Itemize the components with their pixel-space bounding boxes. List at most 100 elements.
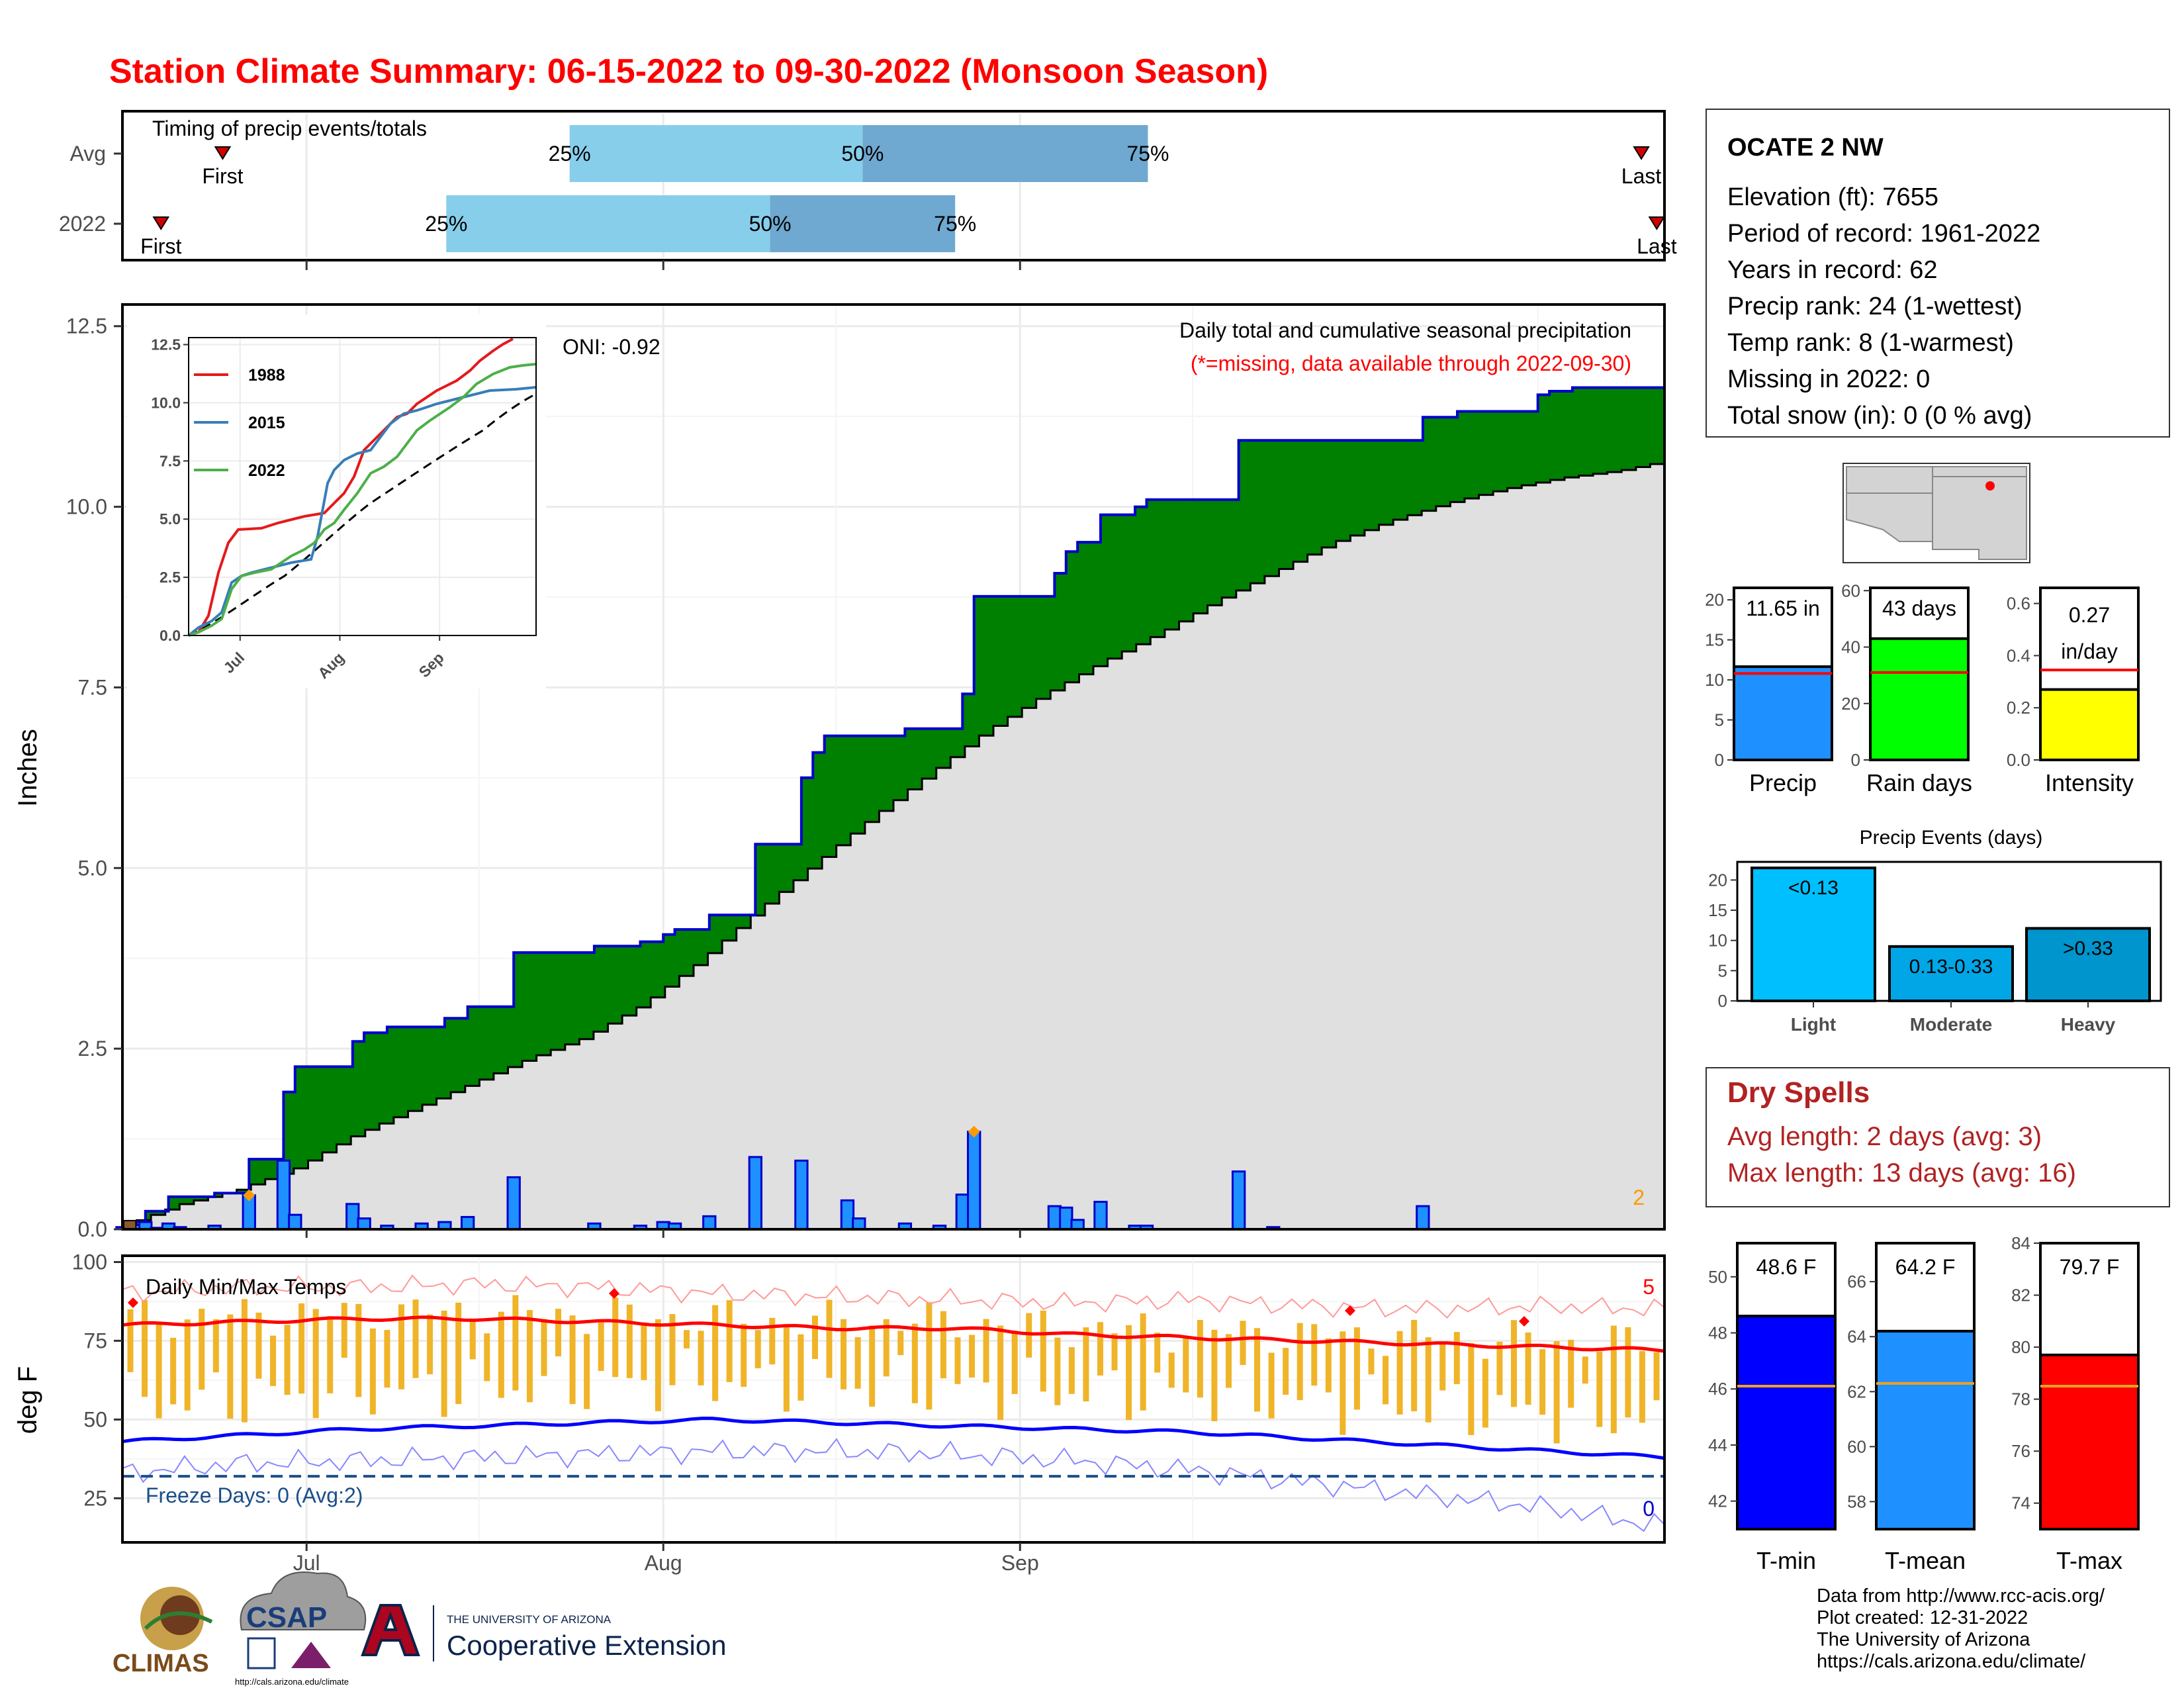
dry-spells-title: Dry Spells	[1727, 1076, 1870, 1109]
daily-temp-bar	[684, 1330, 690, 1349]
temp-frame	[121, 1254, 1666, 1544]
station-details: Elevation (ft): 7655 Period of record: 19…	[1727, 183, 2040, 430]
timing-subtitle: Timing of precip events/totals	[152, 117, 427, 140]
temp-summary-y-tick-label: 82	[2011, 1286, 2030, 1305]
precip-y-tick-label: 5.0	[78, 856, 107, 880]
events-bar-value: <0.13	[1788, 877, 1839, 899]
temp-summary-y-tick-label: 44	[1708, 1435, 1727, 1455]
freeze-days-label: Freeze Days: 0 (Avg:2)	[146, 1483, 363, 1507]
daily-max-marker	[243, 1189, 255, 1201]
daily-temp-bar	[797, 1334, 804, 1401]
timing-band-50-75	[770, 195, 956, 252]
precip-y-tick-label: 2.5	[78, 1037, 107, 1060]
daily-max-marker	[968, 1125, 980, 1138]
daily-precip-bar	[852, 1217, 866, 1231]
daily-temp-bar	[170, 1337, 177, 1405]
precip-y-tick-label: 0.0	[78, 1217, 107, 1241]
summary-y-tick-label: 0.4	[2007, 645, 2030, 665]
inset-legend: 1988 2015 2022	[194, 366, 285, 480]
daily-temp-bar	[1126, 1325, 1132, 1421]
station-location-marker	[1985, 481, 1995, 491]
timing-row-label: 2022	[59, 212, 106, 236]
daily-temp-bar	[1425, 1337, 1432, 1423]
temp-summary-y-tick-label: 78	[2011, 1389, 2030, 1409]
first-event-label: First	[202, 164, 243, 188]
daily-precip-bar	[748, 1156, 763, 1231]
daily-precip-bar	[357, 1217, 371, 1231]
dry-spells: Dry Spells Avg length: 2 days (avg: 3) M…	[1706, 1067, 2170, 1207]
events-bar-value: >0.33	[2063, 937, 2113, 959]
daily-temp-bar	[1097, 1322, 1103, 1376]
avg-cumulative-area	[122, 464, 1664, 1229]
daily-temp-bar	[1568, 1339, 1574, 1408]
daily-temp-bar	[1283, 1348, 1289, 1395]
daily-temp-bar	[612, 1297, 619, 1378]
credit-line: https://cals.arizona.edu/climate/	[1817, 1651, 2086, 1672]
daily-temp-bar	[1653, 1352, 1660, 1401]
daily-temp-bar	[455, 1302, 462, 1405]
daily-temp-bar	[241, 1299, 248, 1423]
station-detail-line: Elevation (ft): 7655	[1727, 183, 1938, 211]
csap-wordmark: CSAP	[246, 1601, 327, 1634]
daily-precip-bar	[967, 1131, 981, 1231]
temp-summary-value: 64.2 F	[1895, 1255, 1956, 1279]
cumulative-2022-line	[121, 386, 1664, 1224]
temp-summary-y-tick-label: 58	[1847, 1491, 1866, 1511]
inset-y-tick-label: 10.0	[151, 394, 181, 411]
daily-temp-bar	[655, 1319, 661, 1411]
daily-temp-bar	[712, 1305, 719, 1401]
daily-temp-bar	[512, 1295, 519, 1391]
daily-temp-bar	[156, 1323, 162, 1419]
inset-y-tick-label: 7.5	[159, 452, 181, 469]
daily-temp-bar	[897, 1331, 904, 1356]
locator-map	[1843, 463, 2030, 563]
daily-temp-bar	[584, 1334, 590, 1409]
temp-y-tick-label: 75	[83, 1329, 107, 1352]
daily-temp-bar	[1054, 1337, 1061, 1405]
daily-temp-bar	[369, 1328, 376, 1415]
credit-line: The University of Arizona	[1817, 1629, 2030, 1650]
daily-temp-bar	[641, 1324, 647, 1380]
daily-temp-bar	[227, 1314, 234, 1419]
station-detail-line: Temp rank: 8 (1-warmest)	[1727, 329, 2014, 357]
daily-temp-bar	[1311, 1324, 1318, 1386]
daily-temp-bar	[1396, 1331, 1403, 1415]
daily-precip-bars	[115, 1125, 1430, 1231]
daily-precip-bar	[288, 1213, 302, 1231]
ua-small-text: THE UNIVERSITY OF ARIZONA	[447, 1613, 612, 1626]
daily-temp-bar	[327, 1316, 334, 1393]
avg-tmin-line	[122, 1417, 1665, 1460]
last-event-label: Last	[1637, 234, 1677, 258]
csap-mountain	[291, 1642, 331, 1668]
daily-temp-bar	[940, 1311, 946, 1379]
daily-temp-bar	[398, 1304, 404, 1389]
daily-temp-bar	[826, 1299, 833, 1378]
summary-value-label: 43 days	[1882, 596, 1956, 620]
temp-summary-y-tick-label: 46	[1708, 1379, 1727, 1399]
events-bar-label: Moderate	[1910, 1014, 1992, 1035]
daily-temp-bar	[1639, 1351, 1645, 1423]
daily-precip-bar	[794, 1159, 809, 1231]
first-event-marker	[152, 216, 170, 230]
summary-bar	[1733, 665, 1833, 761]
temp-x-tick-label: Jul	[293, 1551, 320, 1575]
precip-frame	[121, 303, 1666, 1231]
record-max-marker	[128, 1297, 138, 1308]
record-max-marker	[1519, 1316, 1529, 1327]
station-name: OCATE 2 NW	[1727, 134, 1884, 162]
daily-temp-bar	[1439, 1342, 1446, 1391]
summary-bar-label: Rain days	[1866, 769, 1972, 796]
daily-temp-bar	[555, 1309, 562, 1357]
temp-summary-y-tick-label: 84	[2011, 1233, 2030, 1253]
daily-temp-bar	[1011, 1331, 1018, 1394]
summary-bar-label: Intensity	[2045, 769, 2134, 796]
summary-y-tick-label: 0.2	[2007, 698, 2030, 718]
daily-temp-bar	[1297, 1323, 1303, 1401]
timing-band-25-50	[569, 125, 863, 182]
events-bar-value: 0.13-0.33	[1909, 956, 1993, 978]
daily-temp-bar	[1625, 1327, 1631, 1418]
daily-temp-bar	[1154, 1333, 1161, 1373]
daily-temp-bar	[1539, 1349, 1546, 1415]
csap-cloud	[240, 1571, 367, 1630]
daily-temp-bar	[626, 1304, 633, 1378]
